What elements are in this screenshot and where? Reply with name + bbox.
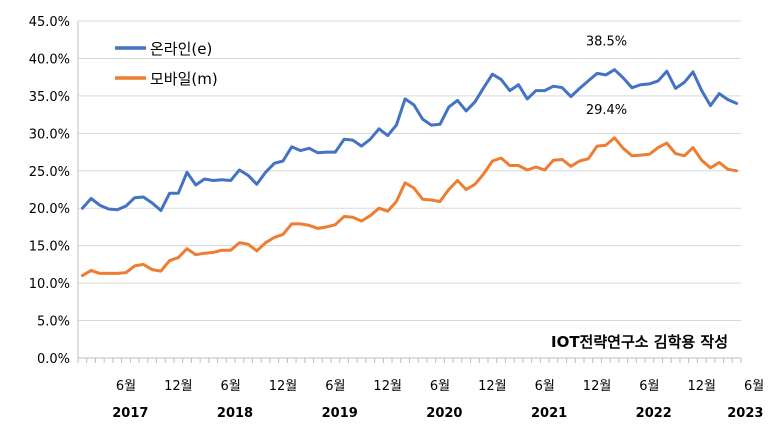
x-tick-label: 6월 xyxy=(744,379,764,394)
series-line-mobile xyxy=(80,136,739,278)
year-label: 2022 xyxy=(636,406,672,421)
legend-label: 온라인(e) xyxy=(150,40,212,58)
y-tick-label: 20.0% xyxy=(29,202,70,217)
year-labels: 2017 2018 2019 2020 2021 2022 2023 xyxy=(112,406,763,421)
y-axis-tick-labels: 0.0% 5.0% 10.0% 15.0% 20.0% 25.0% 30.0% 35.0% 40… xyxy=(29,15,70,367)
series-lines xyxy=(80,68,739,278)
year-label: 2023 xyxy=(727,406,763,421)
y-tick-label: 35.0% xyxy=(29,90,70,105)
y-tick-label: 10.0% xyxy=(29,277,70,292)
x-tick-label: 12월 xyxy=(687,379,716,394)
x-tick-label: 12월 xyxy=(583,379,612,394)
x-tick-label: 6월 xyxy=(535,379,555,394)
x-tick-label: 6월 xyxy=(325,379,345,394)
year-label: 2021 xyxy=(531,406,567,421)
y-tick-label: 5.0% xyxy=(37,315,70,330)
x-tick-label: 12월 xyxy=(164,379,193,394)
series-line-online xyxy=(80,68,739,212)
year-label: 2018 xyxy=(217,406,253,421)
y-tick-label: 30.0% xyxy=(29,127,70,142)
year-label: 2019 xyxy=(322,406,358,421)
year-label: 2017 xyxy=(112,406,148,421)
author-note: IOT전략연구소 김학용 작성 xyxy=(551,333,728,351)
y-tick-label: 25.0% xyxy=(29,165,70,180)
y-tick-label: 15.0% xyxy=(29,240,70,255)
axes xyxy=(77,21,742,363)
x-tick-label: 12월 xyxy=(478,379,507,394)
data-label: 29.4% xyxy=(586,103,627,118)
x-tick-label: 12월 xyxy=(269,379,298,394)
x-axis-tick-labels: 6월 12월 6월 12월 6월 12월 6월 12월 6월 12월 6월 12월 6월 xyxy=(116,379,764,394)
y-tick-label: 40.0% xyxy=(29,52,70,67)
y-tick-label: 45.0% xyxy=(29,15,70,30)
x-tick-label: 6월 xyxy=(221,379,241,394)
annotations: 38.5% 29.4% xyxy=(586,35,627,118)
y-tick-label: 0.0% xyxy=(37,352,70,367)
legend: 온라인(e) 모바일(m) xyxy=(115,40,218,88)
legend-label: 모바일(m) xyxy=(150,70,218,88)
gridlines xyxy=(78,20,741,322)
data-label: 38.5% xyxy=(586,35,627,50)
x-tick-label: 6월 xyxy=(116,379,136,394)
year-label: 2020 xyxy=(426,406,462,421)
x-tick-label: 6월 xyxy=(639,379,659,394)
x-tick-label: 12월 xyxy=(373,379,402,394)
x-tick-label: 6월 xyxy=(430,379,450,394)
